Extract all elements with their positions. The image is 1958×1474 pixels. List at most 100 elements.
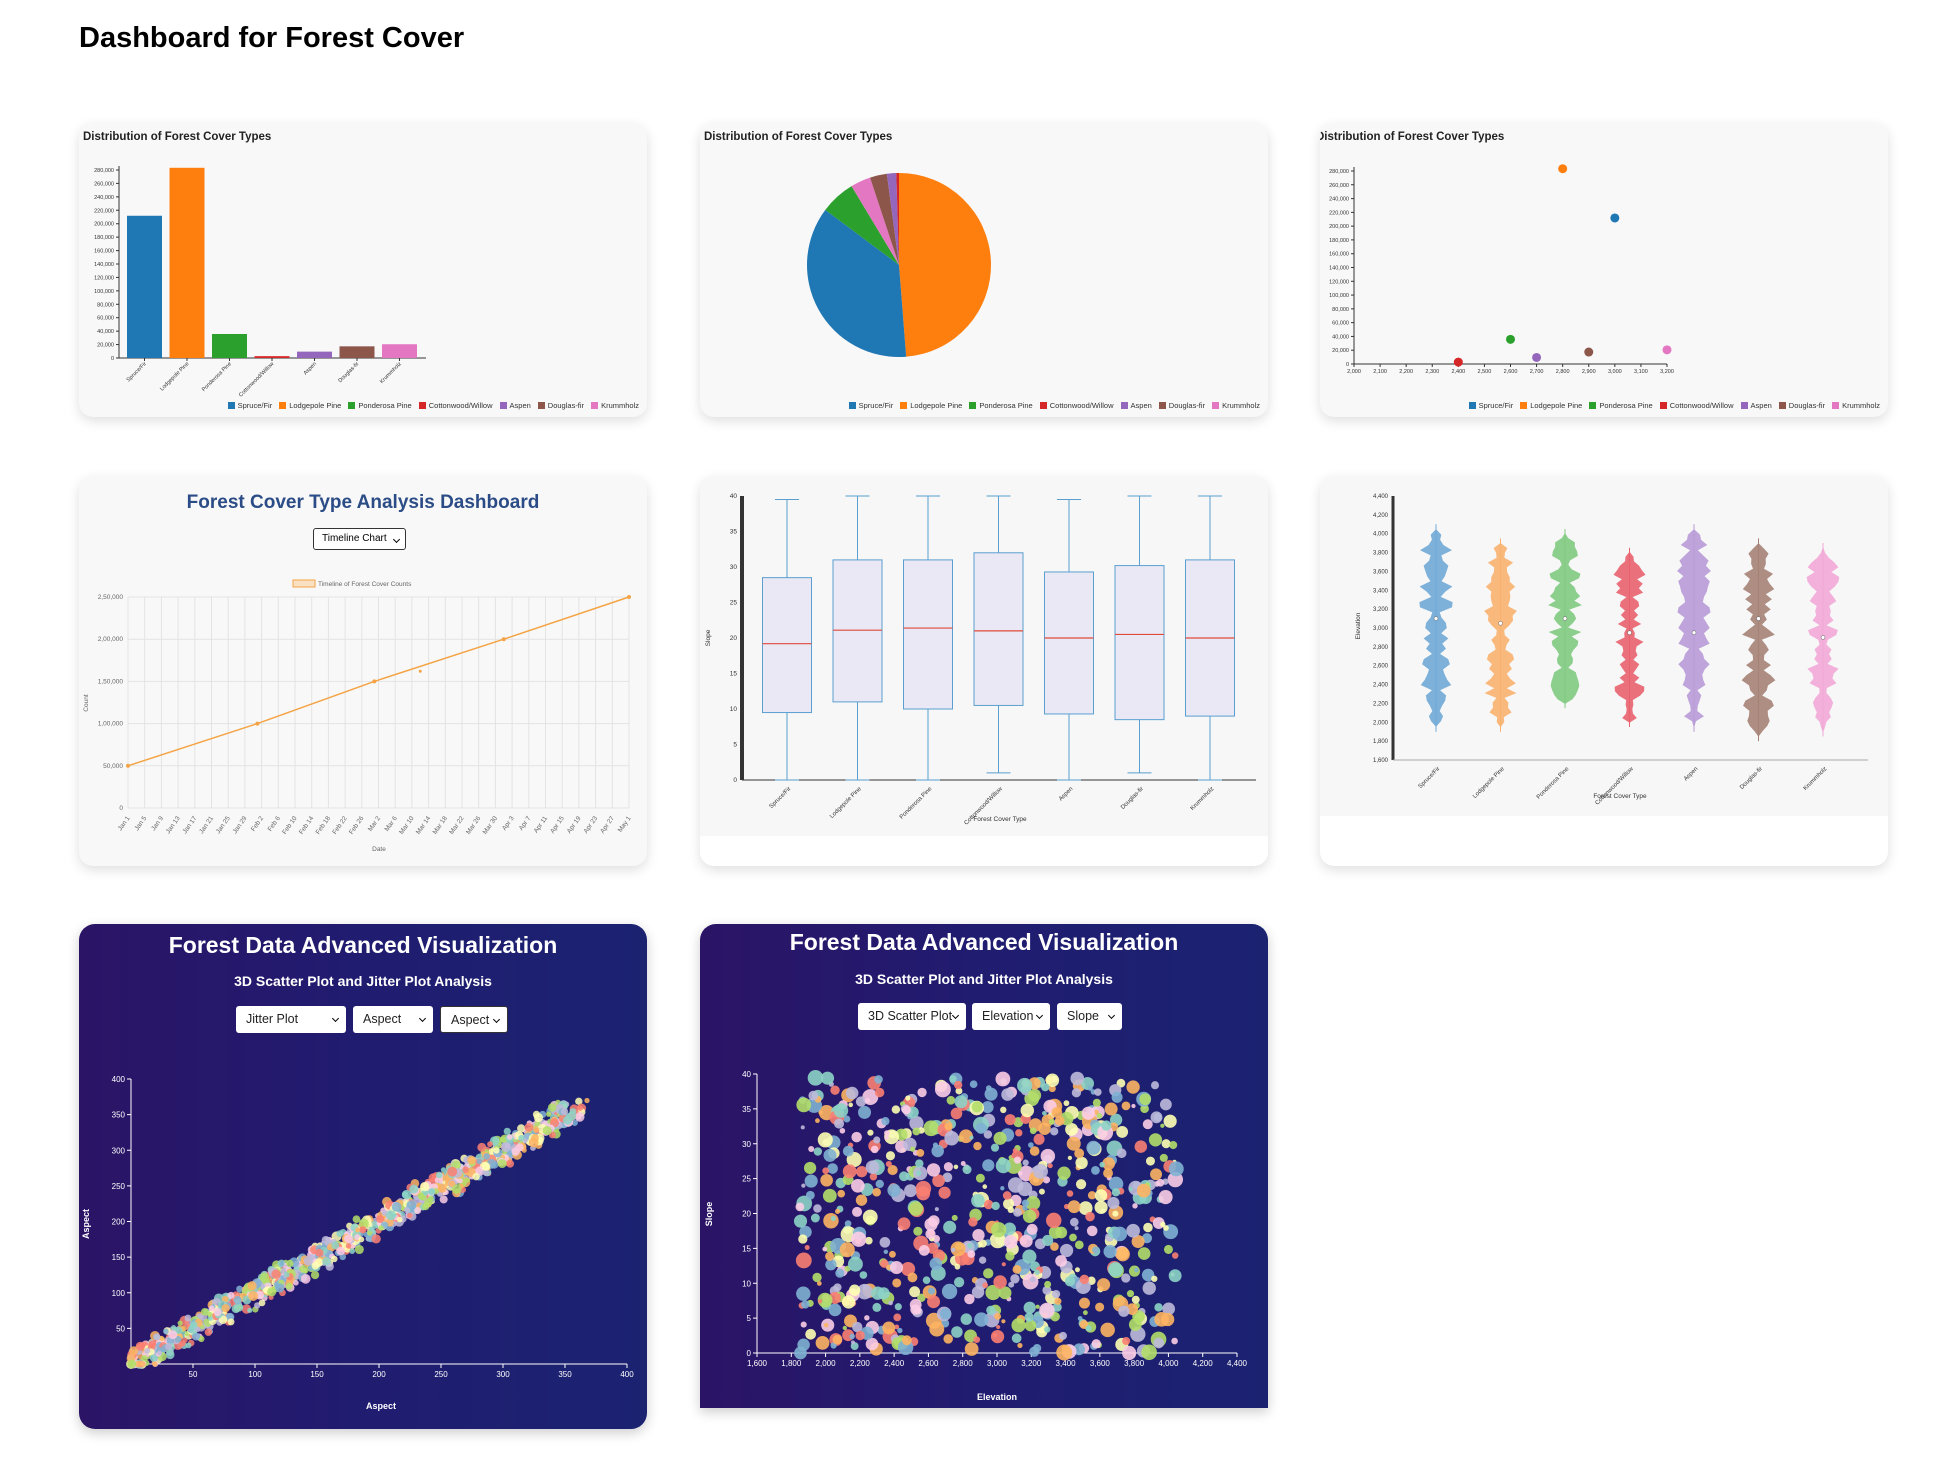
scatter-3d-point bbox=[1112, 1226, 1128, 1242]
timeline-point bbox=[126, 763, 130, 768]
violin-median bbox=[1691, 630, 1697, 635]
jitter-point bbox=[407, 1212, 413, 1219]
scatter-3d-point bbox=[1075, 1179, 1087, 1190]
scatter-3d-point bbox=[803, 1161, 817, 1175]
legend-swatch bbox=[1468, 402, 1476, 409]
scatter-3d-point bbox=[1100, 1322, 1115, 1338]
y-tick-label: 80,000 bbox=[1332, 307, 1349, 313]
plot-type-select[interactable]: Jitter Plot bbox=[236, 1006, 346, 1033]
jitter-point bbox=[483, 1153, 490, 1160]
jitter-point bbox=[267, 1287, 277, 1297]
y-axis-select-2[interactable]: Slope bbox=[1057, 1003, 1122, 1030]
x-tick-label: Jan 25 bbox=[215, 815, 232, 835]
scatter-3d-point bbox=[982, 1282, 989, 1289]
jitter-point bbox=[200, 1308, 209, 1316]
legend-label: Krummholz bbox=[601, 401, 639, 410]
scatter-3d-point bbox=[909, 1146, 916, 1152]
scatter-3d-point bbox=[1022, 1273, 1039, 1290]
point-spruce-fir bbox=[1610, 213, 1620, 223]
x-tick-label: Feb 18 bbox=[315, 815, 333, 836]
scatter-3d-point bbox=[1013, 1156, 1022, 1164]
scatter-3d-point bbox=[1074, 1226, 1079, 1231]
chart-type-select[interactable]: Timeline Chart bbox=[313, 528, 406, 550]
x-tick-label: Jan 21 bbox=[198, 815, 215, 835]
jitter-point bbox=[548, 1103, 557, 1112]
scatter-3d-point bbox=[1160, 1221, 1166, 1228]
jitter-point bbox=[422, 1190, 429, 1196]
scatter-3d-point bbox=[850, 1340, 856, 1345]
jitter-point bbox=[532, 1126, 540, 1133]
scatter-3d-point bbox=[1034, 1269, 1040, 1275]
pie-chart-legend: Spruce/Fir Lodgepole Pine Ponderosa Pine Co… bbox=[848, 401, 1260, 410]
scatter-3d-point bbox=[1047, 1163, 1053, 1169]
point-ponderosa-pine bbox=[1506, 334, 1515, 344]
jitter-point bbox=[331, 1241, 340, 1250]
scatter-3d-point bbox=[1094, 1088, 1102, 1096]
timeline-point bbox=[255, 721, 260, 726]
x-tick-label: 250 bbox=[434, 1370, 448, 1379]
jitter-point bbox=[378, 1225, 384, 1231]
point-cottonwood-willow bbox=[1453, 357, 1463, 367]
jitter-point bbox=[271, 1269, 281, 1280]
scatter-3d-point bbox=[823, 1322, 829, 1328]
box-iqr bbox=[1114, 565, 1165, 721]
scatter-3d-point bbox=[1163, 1225, 1169, 1231]
x-tick-label: 3,100 bbox=[1634, 369, 1648, 375]
scatter-3d-point bbox=[1001, 1088, 1014, 1101]
scatter-3d-point bbox=[1033, 1163, 1048, 1179]
y-tick-label: 10 bbox=[742, 1279, 751, 1288]
scatter-3d-point bbox=[1050, 1127, 1059, 1136]
jitter-point bbox=[575, 1097, 583, 1106]
legend-label: Timeline of Forest Cover Counts bbox=[318, 581, 412, 588]
scatter-3d-point bbox=[800, 1321, 807, 1328]
scatter-3d-point bbox=[1058, 1331, 1067, 1340]
scatter-3d-point bbox=[1071, 1088, 1082, 1098]
y-axis-select[interactable]: Aspect bbox=[440, 1006, 508, 1033]
x-axis-select[interactable]: Aspect bbox=[353, 1006, 433, 1033]
scatter-3d-point bbox=[949, 1075, 957, 1083]
x-tick-label: Ponderosa Pine bbox=[201, 361, 233, 393]
jitter-point bbox=[236, 1285, 243, 1293]
scatter-3d-point bbox=[968, 1217, 978, 1227]
bar-chart: 0 20,000 40,000 60,000 80,000 100,000 120,000 1… bbox=[94, 166, 426, 398]
scatter-3d-point bbox=[889, 1260, 904, 1275]
scatter-3d-point bbox=[967, 1250, 976, 1258]
box-lodgepole-pine bbox=[832, 495, 883, 781]
y-tick-label: 280,000 bbox=[94, 168, 114, 174]
scatter-3d-point bbox=[939, 1308, 952, 1320]
y-tick-label: 2,000 bbox=[1373, 720, 1389, 726]
jitter-point bbox=[179, 1340, 186, 1347]
legend-item: Krummholz bbox=[1832, 401, 1880, 410]
scatter-3d-point bbox=[1012, 1264, 1022, 1274]
x-tick-label: Mar 2 bbox=[367, 815, 382, 833]
scatter-3d-point bbox=[1126, 1080, 1140, 1094]
scatter-3d-point bbox=[1126, 1223, 1140, 1238]
x-tick-label: 3,400 bbox=[1056, 1359, 1077, 1368]
jitter-point bbox=[258, 1299, 266, 1307]
violin-plot: 1,600 1,800 2,000 2,200 2,400 2,600 2,800 3,000… bbox=[1320, 476, 1888, 816]
x-axis-select-2[interactable]: Elevation bbox=[972, 1003, 1050, 1030]
scatter-3d-point bbox=[882, 1321, 896, 1335]
jitter-point bbox=[515, 1143, 524, 1152]
scatter-3d-point bbox=[855, 1194, 868, 1206]
scatter-3d-point bbox=[832, 1334, 843, 1345]
x-tick-label: Jan 13 bbox=[165, 815, 182, 835]
jitter-point bbox=[391, 1202, 402, 1212]
legend-item: Spruce/Fir bbox=[1468, 401, 1513, 410]
y-tick-label: 25 bbox=[730, 600, 738, 607]
legend-label: Lodgepole Pine bbox=[1530, 401, 1583, 410]
bar-cottonwood-willow bbox=[254, 356, 290, 358]
y-tick-label: 2,800 bbox=[1373, 645, 1389, 651]
scatter-3d-point bbox=[1003, 1222, 1016, 1236]
scatter-3d-point bbox=[1074, 1240, 1084, 1250]
jitter-point bbox=[285, 1282, 293, 1290]
scatter-3d-point bbox=[845, 1086, 859, 1100]
plot-type-select-2[interactable]: 3D Scatter Plot bbox=[858, 1003, 966, 1030]
scatter-3d-point bbox=[946, 1095, 956, 1105]
box-footer bbox=[700, 836, 1268, 866]
scatter-3d-point bbox=[986, 1305, 996, 1315]
y-tick-label: 300 bbox=[112, 1146, 126, 1155]
scatter-3d-point bbox=[884, 1135, 889, 1140]
jitter-point bbox=[497, 1159, 507, 1169]
